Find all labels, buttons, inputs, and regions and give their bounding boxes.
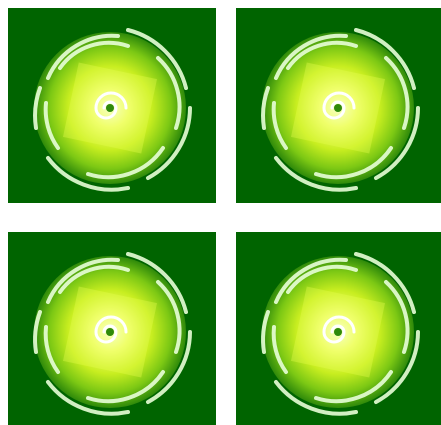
tile [236,232,441,425]
image-grid [0,0,441,425]
tile [8,232,216,425]
page: (() => { const data = JSON.parse(documen… [0,0,441,425]
tile [8,8,216,203]
tile [236,8,441,203]
